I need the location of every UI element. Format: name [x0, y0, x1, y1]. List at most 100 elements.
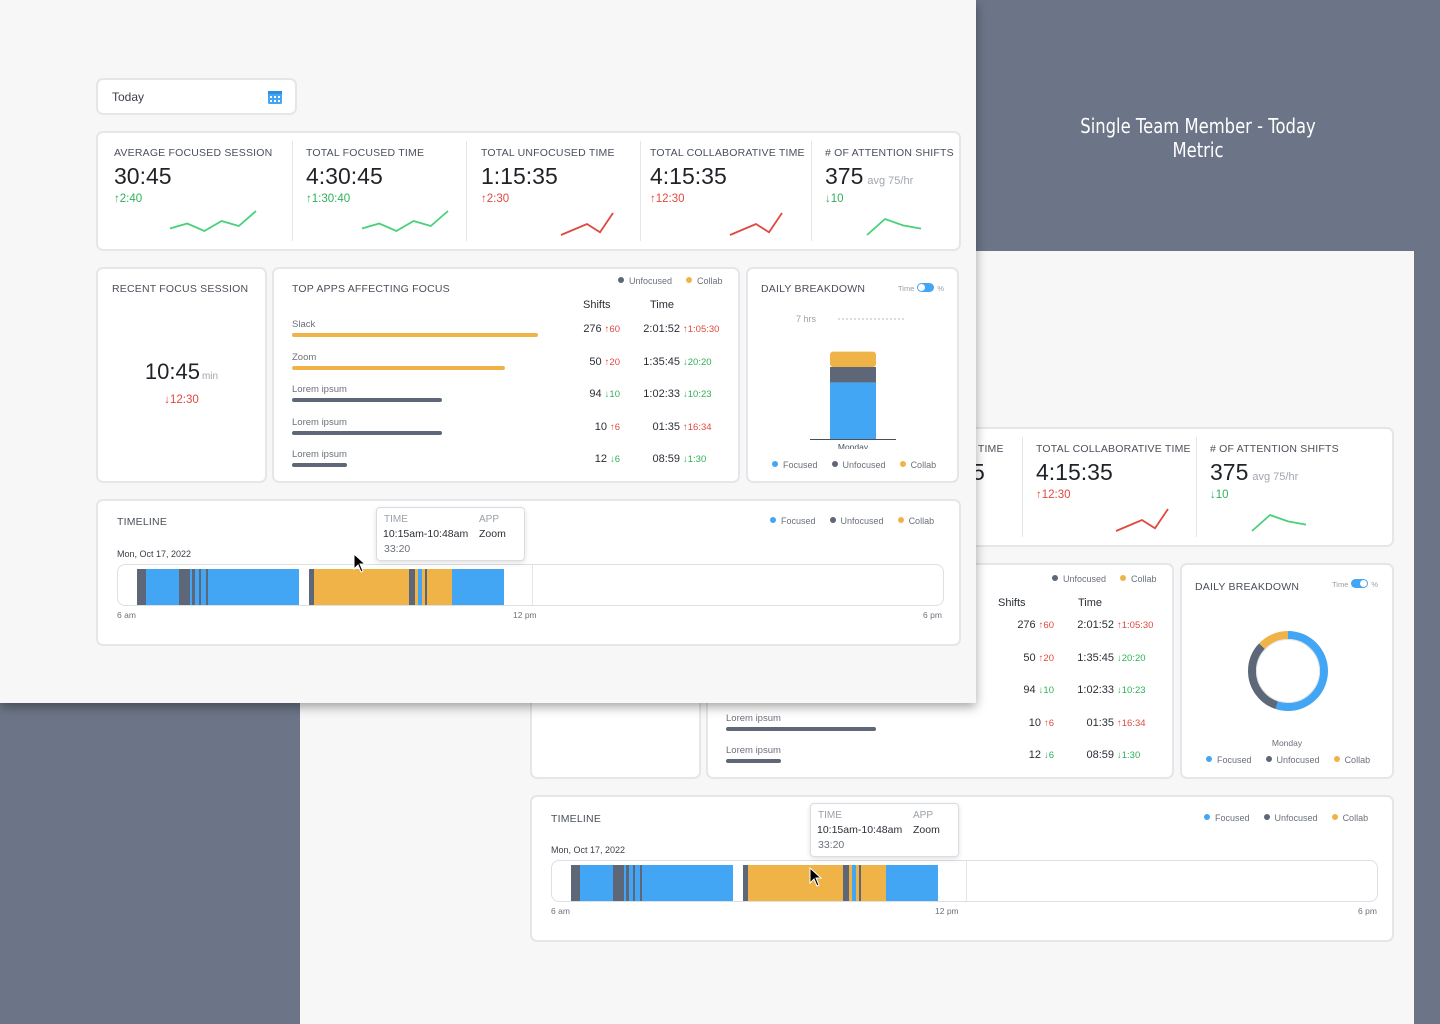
app-shifts: 12 ↓6 — [994, 749, 1054, 761]
timeline-segment-collab[interactable] — [861, 865, 887, 901]
shifts-value: 276 — [1017, 619, 1036, 631]
legend-dot — [1206, 756, 1212, 762]
shifts-delta: ↑20 — [604, 356, 620, 368]
back-metric-shifts: # OF ATTENTION SHIFTS 375 avg 75/hr ↓10 — [1210, 429, 1380, 545]
divider — [292, 141, 293, 241]
timeline-segment-focused[interactable] — [642, 865, 733, 901]
timeline-bar[interactable] — [551, 860, 1378, 902]
timeline-segment-unfocused[interactable] — [179, 569, 190, 605]
timeline-segment-unfocused[interactable] — [632, 865, 636, 901]
timeline-segment-collab[interactable] — [421, 569, 426, 605]
legend-dot — [1265, 756, 1272, 762]
tooltip-app: Zoom — [913, 824, 940, 836]
percent-toggle[interactable]: Time% — [1332, 579, 1378, 589]
toggle-switch[interactable] — [917, 283, 935, 292]
legend-label: Focused — [1215, 813, 1250, 823]
toggle-left-label: Time — [898, 284, 915, 293]
legend-label: Unfocused — [1274, 813, 1318, 823]
timeline-segment-unfocused[interactable] — [859, 865, 862, 901]
legend-label: Unfocused — [1063, 574, 1107, 584]
daily-breakdown-card: DAILY BREAKDOWN Time% 7 hrs Monday Focuse… — [746, 267, 959, 483]
timeline-segment-focused[interactable] — [195, 569, 199, 605]
timeline-segment-unfocused[interactable] — [842, 865, 850, 901]
top-apps-legend: Unfocused Collab — [604, 276, 723, 286]
timeline-segment-unfocused[interactable] — [425, 569, 428, 605]
timeline-segment-collab[interactable] — [748, 865, 843, 901]
timeline-segment-unfocused[interactable] — [408, 569, 416, 605]
calendar-icon[interactable] — [267, 89, 283, 105]
shifts-value: 94 — [1023, 684, 1036, 696]
daily-legend: Focused Unfocused Collab — [758, 460, 936, 470]
timeline-segment-focused[interactable] — [635, 865, 640, 901]
timeline-segment-focused[interactable] — [418, 569, 422, 605]
legend-label: Collab — [1344, 755, 1371, 765]
timeline-tooltip: TIME APP 10:15am-10:48am Zoom 33:20 — [376, 507, 525, 561]
time-delta: ↑1:05:30 — [1117, 620, 1154, 631]
timeline-segment-focused[interactable] — [208, 569, 299, 605]
timeline-segment-focused[interactable] — [623, 865, 626, 901]
sparkline-path — [560, 212, 614, 236]
timeline-segment-focused[interactable] — [629, 865, 633, 901]
timeline-segment-collab[interactable] — [314, 569, 409, 605]
time-delta: ↓20:20 — [683, 356, 712, 368]
bar-segment-focused[interactable] — [830, 382, 876, 439]
timeline-segment-collab[interactable] — [849, 865, 853, 901]
timeline-segment-collab[interactable] — [427, 569, 453, 605]
toggle-left-label: Time — [1332, 580, 1349, 589]
toggle-switch[interactable] — [1351, 579, 1369, 588]
metric-label: # OF ATTENTION SHIFTS — [1210, 443, 1339, 455]
donut-day-label: Monday — [1271, 738, 1303, 748]
timeline-segment-unfocused[interactable] — [742, 865, 749, 901]
app-name: Lorem ipsum — [292, 449, 347, 460]
time-toggle[interactable]: Time% — [898, 283, 944, 293]
timeline-segment-unfocused[interactable] — [205, 569, 209, 605]
timeline-segment-focused[interactable] — [146, 569, 180, 605]
app-time: 1:02:33 ↓10:23 — [1063, 684, 1145, 696]
legend-dot — [831, 461, 838, 467]
legend-label: Focused — [1217, 755, 1252, 765]
timeline-segment-unfocused[interactable] — [136, 569, 147, 605]
timeline-segment-unfocused[interactable] — [613, 865, 624, 901]
shifts-value: 12 — [1028, 749, 1041, 761]
timeline-segment-focused[interactable] — [452, 569, 504, 605]
app-share-bar — [726, 726, 877, 731]
donut-slice-unfocused[interactable] — [1248, 631, 1328, 711]
legend-dot — [686, 277, 693, 283]
date-picker[interactable]: Today — [96, 78, 297, 115]
timeline-segment-focused[interactable] — [886, 865, 938, 901]
timeline-bar[interactable] — [117, 564, 944, 606]
shifts-delta: ↓6 — [609, 454, 620, 465]
timeline-segment-focused[interactable] — [201, 569, 206, 605]
sparkline — [729, 212, 783, 236]
timeline-segment-unfocused[interactable] — [198, 569, 202, 605]
timeline-segment-collab[interactable] — [855, 865, 860, 901]
tooltip-time: 10:15am-10:48am — [817, 824, 903, 836]
donut-slice-collab[interactable] — [1248, 631, 1328, 711]
time-delta: ↑16:34 — [1117, 717, 1146, 729]
timeline-segment-unfocused[interactable] — [570, 865, 581, 901]
time-value: 1:02:33 — [1077, 684, 1114, 696]
sparkline-path — [1115, 508, 1169, 532]
app-time: 1:35:45 ↓20:20 — [629, 356, 712, 368]
timeline-segment-unfocused[interactable] — [639, 865, 643, 901]
timeline-segment-unfocused[interactable] — [191, 569, 196, 605]
shifts-value: 10 — [594, 420, 607, 433]
timeline-segment-collab[interactable] — [415, 569, 419, 605]
metric-value: 4:30:45 — [306, 163, 383, 189]
legend-dot — [1263, 814, 1270, 820]
shifts-value: 12 — [594, 453, 607, 465]
timeline-segment-unfocused[interactable] — [308, 569, 315, 605]
tooltip-time-label: TIME — [818, 810, 842, 821]
app-time: 08:59 ↓1:30 — [629, 453, 706, 465]
timeline-segment-unfocused[interactable] — [625, 865, 630, 901]
timeline-segment-focused[interactable] — [580, 865, 614, 901]
bar-segment-collab[interactable] — [830, 351, 876, 367]
shifts-value: 10 — [1028, 716, 1041, 729]
recent-session-unit: min — [201, 371, 219, 382]
shifts-delta: ↑6 — [1043, 717, 1054, 729]
bar-segment-unfocused[interactable] — [830, 367, 876, 383]
timeline-segment-focused[interactable] — [189, 569, 192, 605]
metric-value: 375 avg 75/hr — [825, 163, 913, 190]
metric-value: 30:45 — [114, 163, 172, 189]
timeline-segment-focused[interactable] — [852, 865, 856, 901]
